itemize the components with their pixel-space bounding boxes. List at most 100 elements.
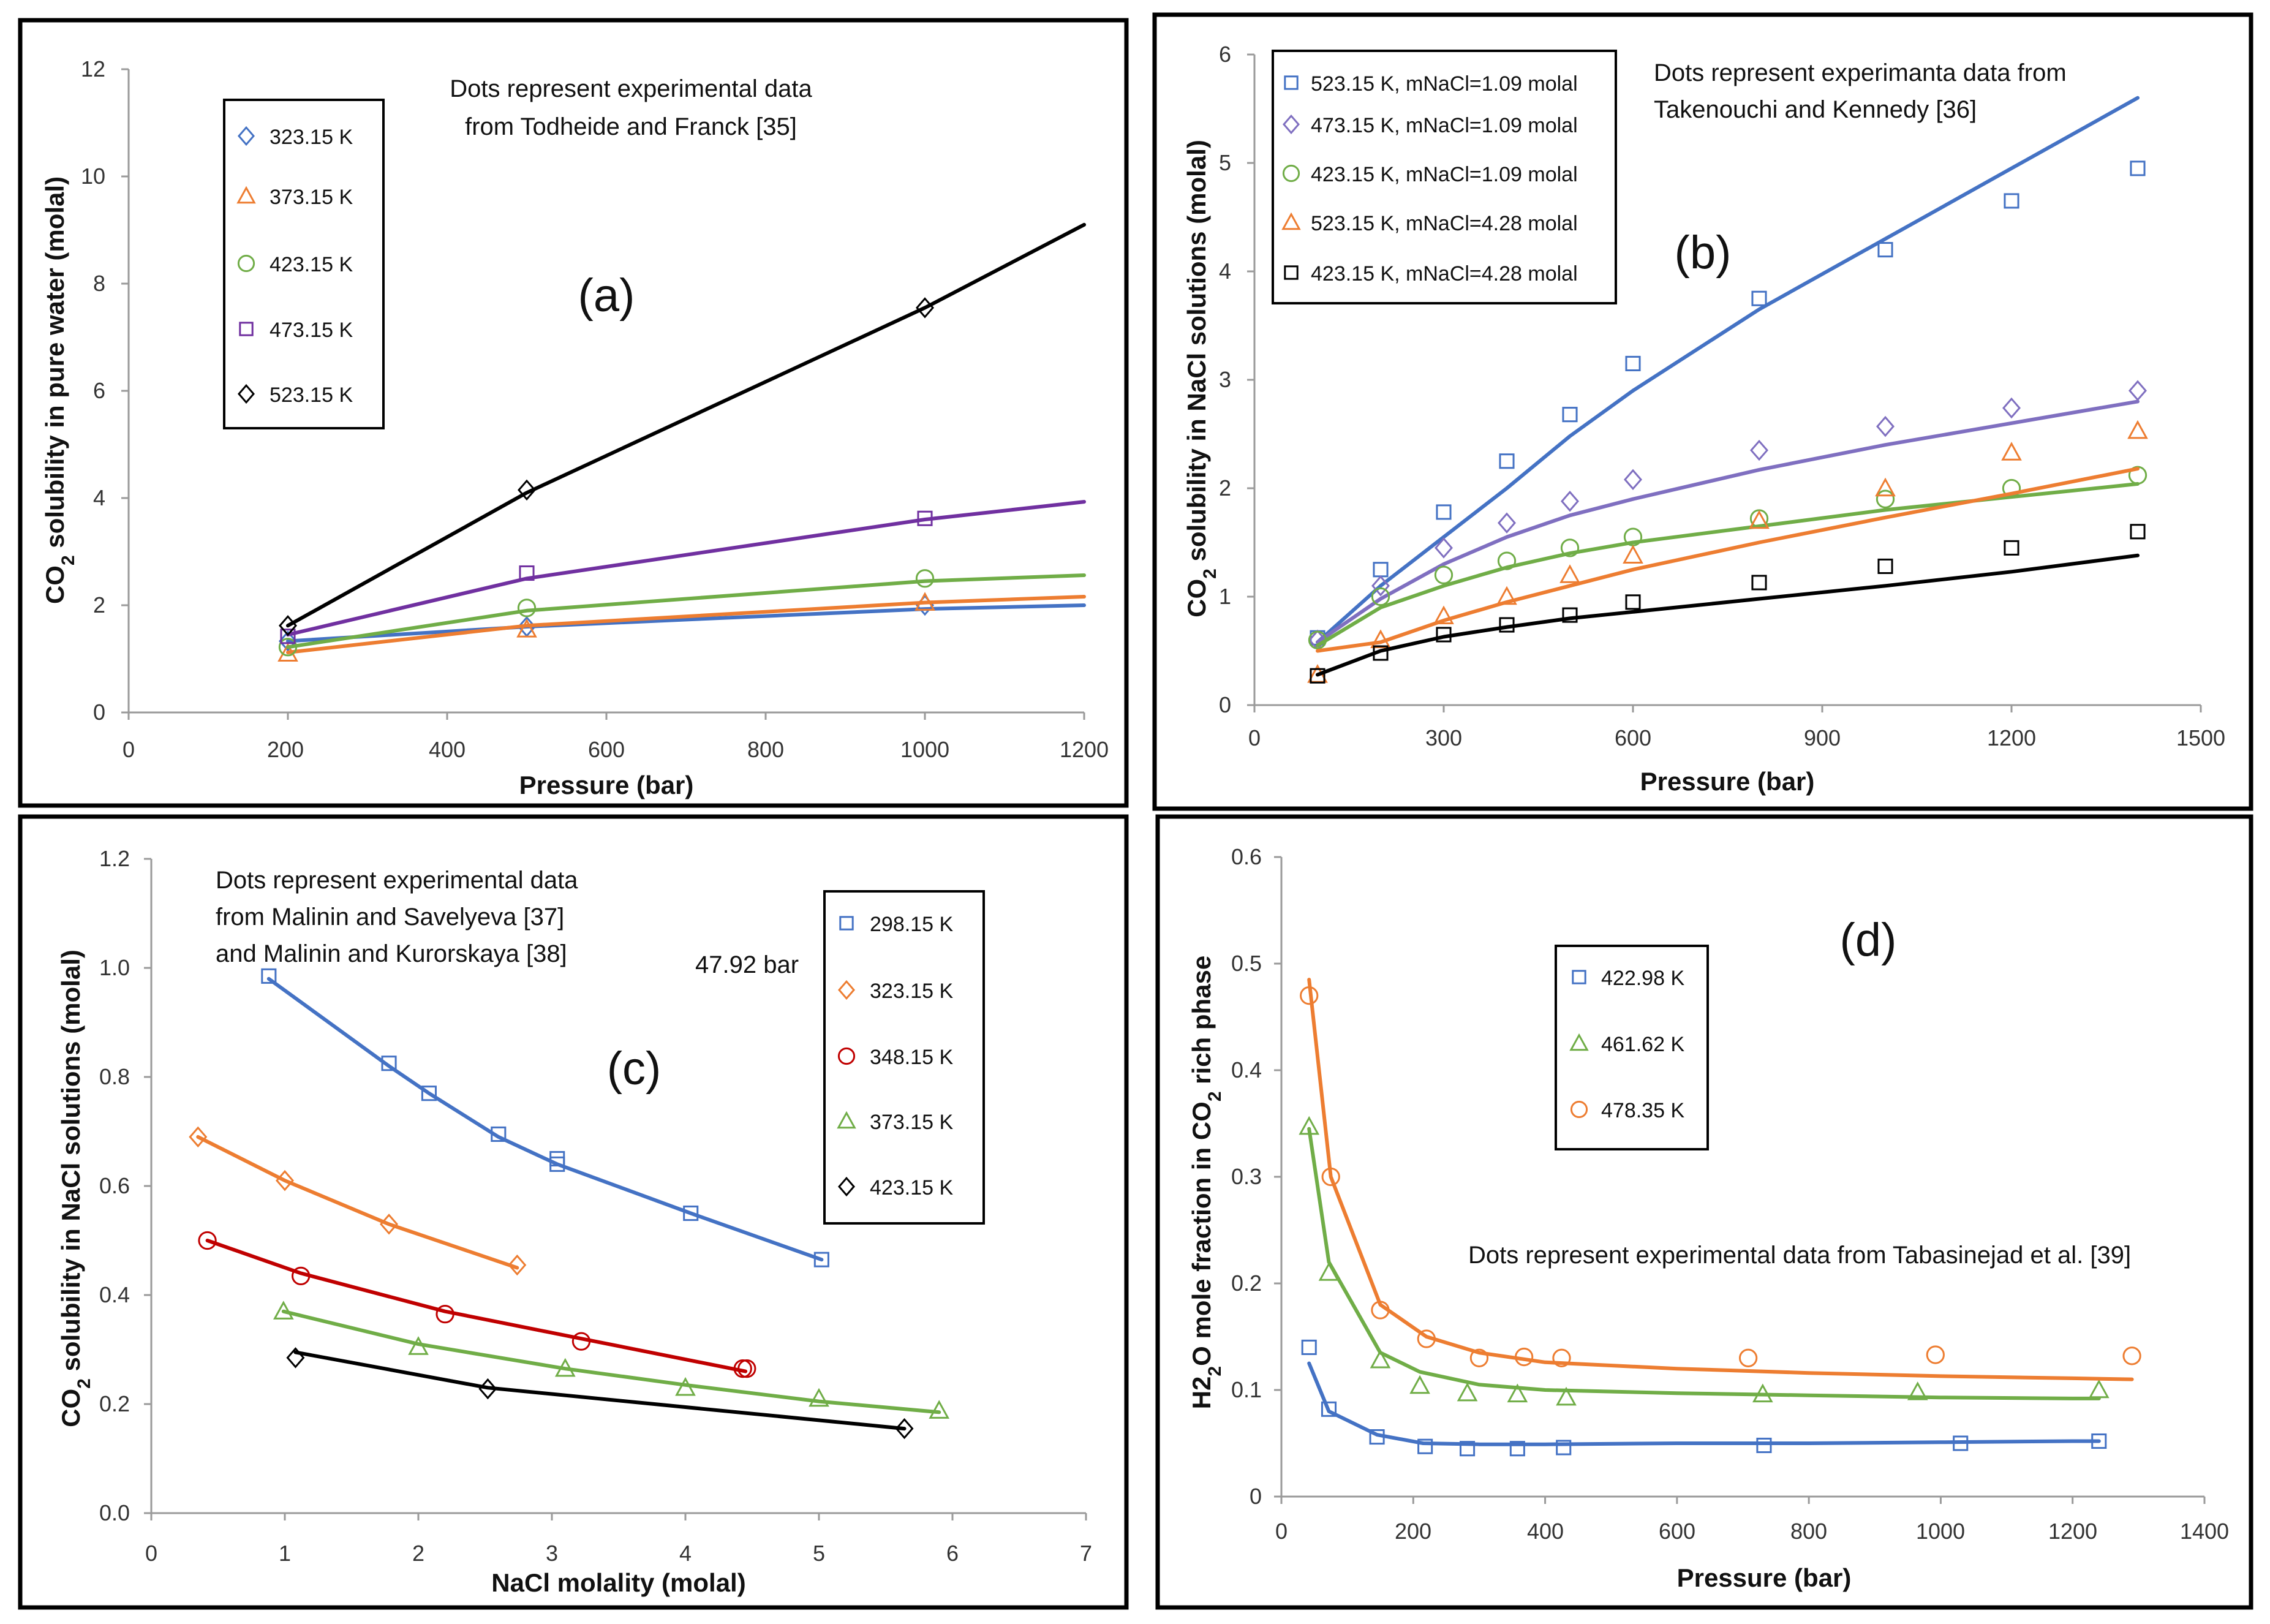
data-point xyxy=(1460,1441,1476,1457)
legend-label: 323.15 K xyxy=(270,126,353,149)
data-point xyxy=(2091,1433,2107,1449)
legend-marker xyxy=(238,126,255,146)
series-line xyxy=(286,603,1086,643)
data-point xyxy=(1499,617,1515,633)
y-tick-label: 0.6 xyxy=(99,1173,130,1198)
y-tick-label: 4 xyxy=(93,485,105,510)
x-tick-label: 300 xyxy=(1425,725,1462,750)
series-line xyxy=(1307,1361,2101,1446)
data-point xyxy=(554,1358,576,1377)
data-point xyxy=(1556,1440,1572,1456)
x-tick-label: 0 xyxy=(145,1541,157,1566)
y-axis-title: CO2 solubility in NaCl solutions (molal) xyxy=(56,950,94,1427)
data-point xyxy=(675,1377,696,1396)
annotation-line: Dots represent experimanta data from xyxy=(1654,59,2067,86)
data-point xyxy=(929,1400,950,1419)
data-point xyxy=(914,592,935,611)
legend-entry: 323.15 K xyxy=(238,126,353,149)
legend-entry: 423.15 K, mNaCl=1.09 molal xyxy=(1282,163,1578,186)
y-tick-label: 3 xyxy=(1219,367,1231,392)
data-point xyxy=(292,1266,311,1286)
panel-d-x-tick-labels: 0 200 400 600 800 1000 1200 1400 xyxy=(1275,1519,2229,1544)
data-point xyxy=(683,1205,699,1222)
x-tick-label: 400 xyxy=(1527,1519,1564,1544)
x-axis-title: Pressure (bar) xyxy=(519,771,694,799)
x-tick-label: 600 xyxy=(1615,725,1651,750)
annotation-line: from Malinin and Savelyeva [37] xyxy=(216,904,564,931)
x-tick-label: 0 xyxy=(123,737,135,762)
data-point xyxy=(917,510,933,526)
panel-b: 0 300 600 900 1200 1500 0 1 2 3 4 5 6 Pr… xyxy=(1152,12,2253,811)
legend-marker xyxy=(1570,1100,1588,1119)
data-point xyxy=(1370,629,1391,648)
data-point xyxy=(1435,537,1453,559)
x-tick-label: 3 xyxy=(546,1541,558,1566)
x-tick-label: 1000 xyxy=(1916,1519,1965,1544)
x-tick-label: 600 xyxy=(588,737,625,762)
data-point xyxy=(916,297,934,319)
data-point xyxy=(276,1169,294,1192)
y-tick-label: 1 xyxy=(1219,584,1231,609)
data-point xyxy=(1469,1348,1489,1367)
series-478-35-k xyxy=(1300,978,2141,1381)
series-line xyxy=(286,573,1086,649)
data-point xyxy=(1321,1401,1337,1417)
legend-entry: 461.62 K xyxy=(1569,1033,1684,1056)
panel-c: 0 1 2 3 4 5 6 7 0.0 0.2 0.4 0.6 0.8 1.0 … xyxy=(18,814,1129,1610)
legend-label: 423.15 K xyxy=(270,253,353,276)
panel-a-y-tick-labels: 0 2 4 6 8 10 12 xyxy=(81,56,105,725)
x-tick-label: 4 xyxy=(679,1541,692,1566)
y-tick-label: 0.1 xyxy=(1231,1377,1262,1402)
legend-label: 298.15 K xyxy=(870,913,953,936)
x-tick-label: 1200 xyxy=(2048,1519,2097,1544)
data-point xyxy=(1310,668,1325,684)
data-point xyxy=(1552,1348,1571,1367)
x-tick-label: 6 xyxy=(946,1541,959,1566)
legend-entry: 423.15 K xyxy=(237,253,353,276)
data-point xyxy=(1738,1348,1758,1367)
data-point xyxy=(1300,986,1319,1005)
data-point xyxy=(1457,1382,1478,1402)
series-523-15-k xyxy=(279,222,1086,636)
series-line xyxy=(286,595,1086,654)
x-axis-title: NaCl molality (molal) xyxy=(491,1568,745,1597)
data-point xyxy=(2130,161,2146,176)
legend-label: 422.98 K xyxy=(1601,967,1684,990)
data-point xyxy=(1926,1345,1945,1364)
panel-b-legend: 523.15 K, mNaCl=1.09 molal 473.15 K, mNa… xyxy=(1272,50,1617,304)
series-line xyxy=(281,1309,941,1414)
data-point xyxy=(1498,512,1516,534)
data-point xyxy=(1875,477,1896,497)
legend-marker xyxy=(236,186,256,204)
data-point xyxy=(1417,1438,1433,1454)
y-tick-label: 10 xyxy=(81,164,105,189)
panel-c-y-tick-labels: 0.0 0.2 0.4 0.6 0.8 1.0 1.2 xyxy=(99,846,130,1525)
data-point xyxy=(1756,1437,1772,1454)
x-tick-label: 600 xyxy=(1659,1519,1695,1544)
panel-a-x-tick-labels: 0 200 400 600 800 1000 1200 xyxy=(123,737,1109,762)
data-point xyxy=(2004,540,2019,556)
legend-marker xyxy=(1283,114,1300,135)
annotation-line: Dots represent experimental data from Ta… xyxy=(1468,1242,2131,1269)
y-tick-label: 2 xyxy=(1219,475,1231,500)
data-point xyxy=(519,565,535,581)
data-point xyxy=(1625,355,1641,372)
y-tick-label: 0.6 xyxy=(1231,844,1262,869)
annotation-line: Dots represent experimental data xyxy=(216,867,578,894)
data-point xyxy=(915,569,935,588)
x-axis-title: Pressure (bar) xyxy=(1677,1563,1852,1592)
data-point xyxy=(508,1254,527,1276)
legend-label: 373.15 K xyxy=(270,186,353,209)
legend-label: 323.15 K xyxy=(870,980,953,1003)
legend-label: 478.35 K xyxy=(1601,1099,1684,1122)
x-tick-label: 1200 xyxy=(1060,737,1109,762)
data-point xyxy=(1369,1429,1385,1445)
data-point xyxy=(280,629,296,644)
annotation-line: and Malinin and Kurorskaya [38] xyxy=(216,940,567,967)
series-473-15-k xyxy=(280,500,1086,644)
legend-label: 423.15 K xyxy=(870,1176,953,1199)
legend-marker xyxy=(238,383,255,404)
data-point xyxy=(1877,242,1893,258)
x-tick-label: 900 xyxy=(1804,725,1841,750)
series-423-15-k-mnacl-4-28-molal xyxy=(1310,524,2146,684)
